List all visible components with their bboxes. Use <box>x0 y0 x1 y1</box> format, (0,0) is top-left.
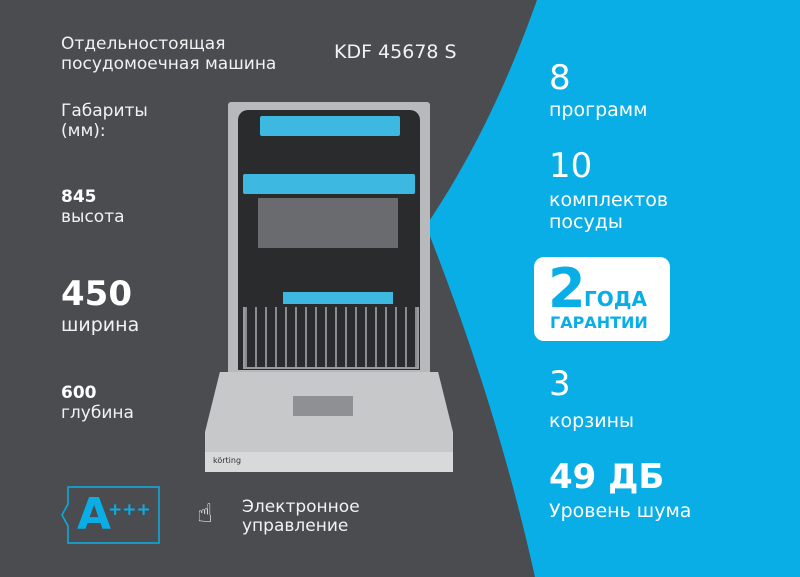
warranty-badge: 2 ГОДА ГАРАНТИИ <box>534 257 670 341</box>
height-value: 845 <box>61 187 97 207</box>
depth-value: 600 <box>61 383 97 403</box>
energy-class-badge: A +++ <box>60 486 160 544</box>
dishwasher-image <box>228 102 430 382</box>
width-label: ширина <box>61 314 140 336</box>
warranty-number: 2 <box>548 257 586 320</box>
energy-class-letter: A <box>77 489 112 540</box>
product-type: Отдельностоящая посудомоечная машина <box>61 34 277 74</box>
control-line2: управление <box>242 516 349 536</box>
warranty-line1: ГОДА <box>584 287 648 311</box>
noise-value: 49 ДБ <box>549 457 665 497</box>
height-label: высота <box>61 207 125 227</box>
warranty-line2: ГАРАНТИИ <box>550 313 648 332</box>
model-name: KDF 45678 S <box>334 41 457 63</box>
baskets-value: 3 <box>549 364 571 404</box>
brand-logo: körting <box>213 456 242 465</box>
programs-value: 8 <box>549 58 571 98</box>
width-value: 450 <box>61 274 132 314</box>
baskets-label: корзины <box>549 410 635 432</box>
place-settings-value: 10 <box>549 146 593 186</box>
dishwasher-door: körting <box>205 372 453 472</box>
control-line1: Электронное <box>242 497 360 517</box>
energy-class-plus: +++ <box>108 500 151 520</box>
touch-hand-icon: ☝ <box>197 499 213 529</box>
dimensions-label: Габариты (мм): <box>61 101 148 141</box>
noise-label: Уровень шума <box>549 500 692 522</box>
programs-label: программ <box>549 99 648 121</box>
depth-label: глубина <box>61 403 134 423</box>
place-settings-label: комплектов посуды <box>549 189 669 233</box>
